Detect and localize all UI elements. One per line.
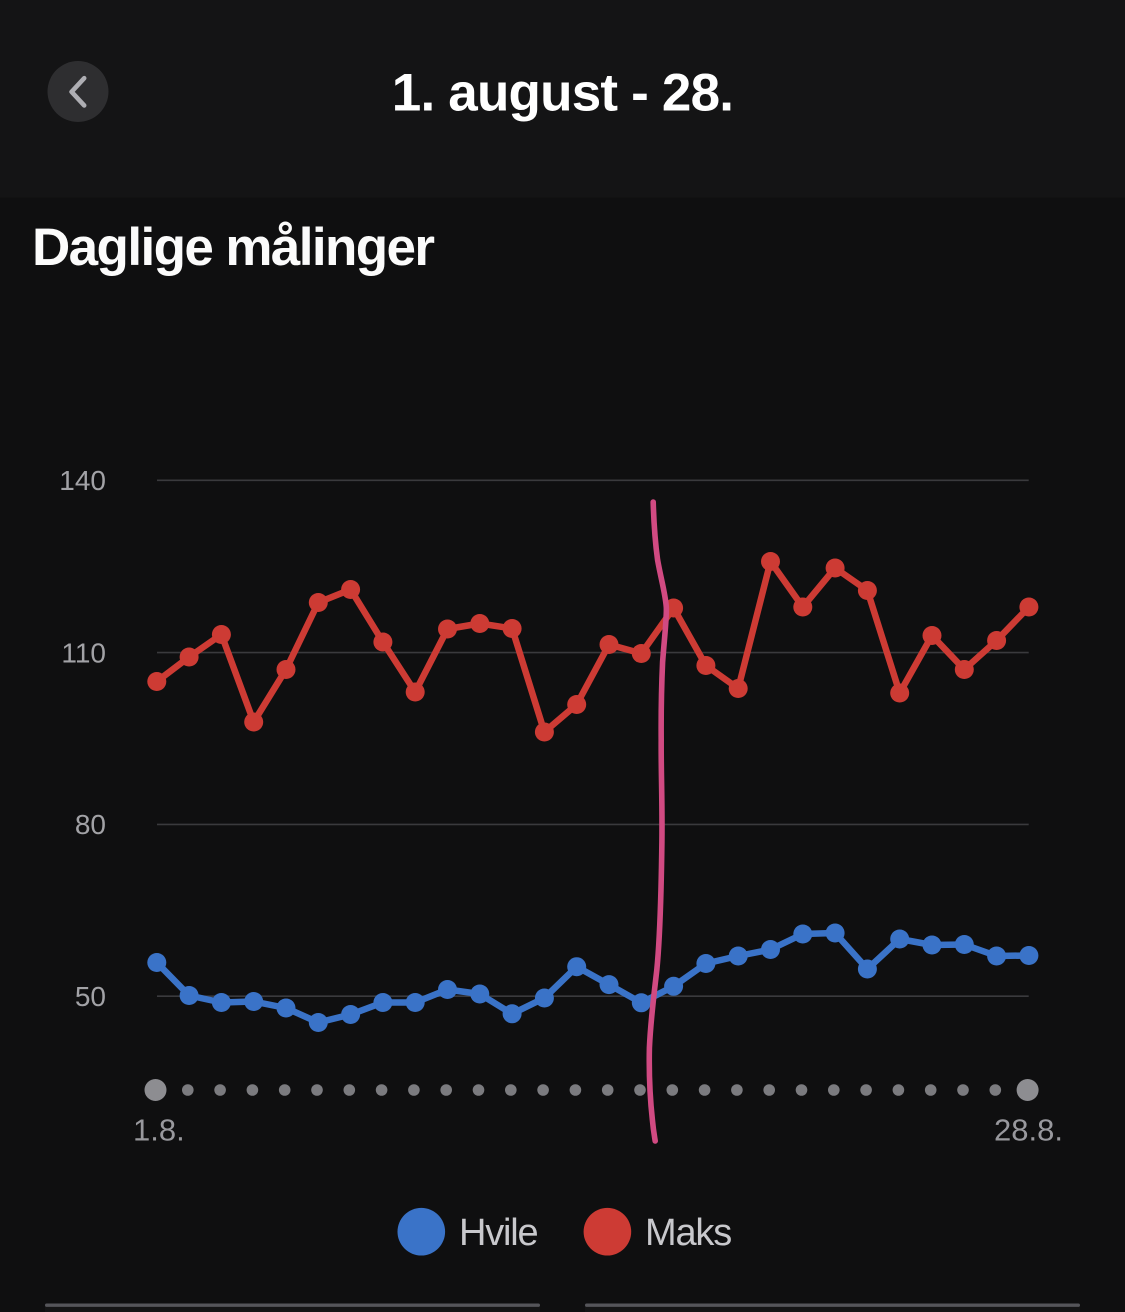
svg-text:50: 50: [75, 981, 106, 1012]
svg-text:Daglige målinger: Daglige målinger: [32, 218, 434, 277]
svg-text:110: 110: [61, 637, 106, 668]
svg-text:80: 80: [75, 809, 106, 840]
svg-text:28.8.: 28.8.: [994, 1112, 1063, 1147]
svg-text:Maks: Maks: [645, 1212, 731, 1254]
svg-text:1.8.: 1.8.: [133, 1112, 185, 1147]
svg-text:Hvile: Hvile: [459, 1212, 538, 1254]
svg-text:1. august - 28.: 1. august - 28.: [392, 64, 733, 123]
svg-text:140: 140: [59, 465, 106, 496]
